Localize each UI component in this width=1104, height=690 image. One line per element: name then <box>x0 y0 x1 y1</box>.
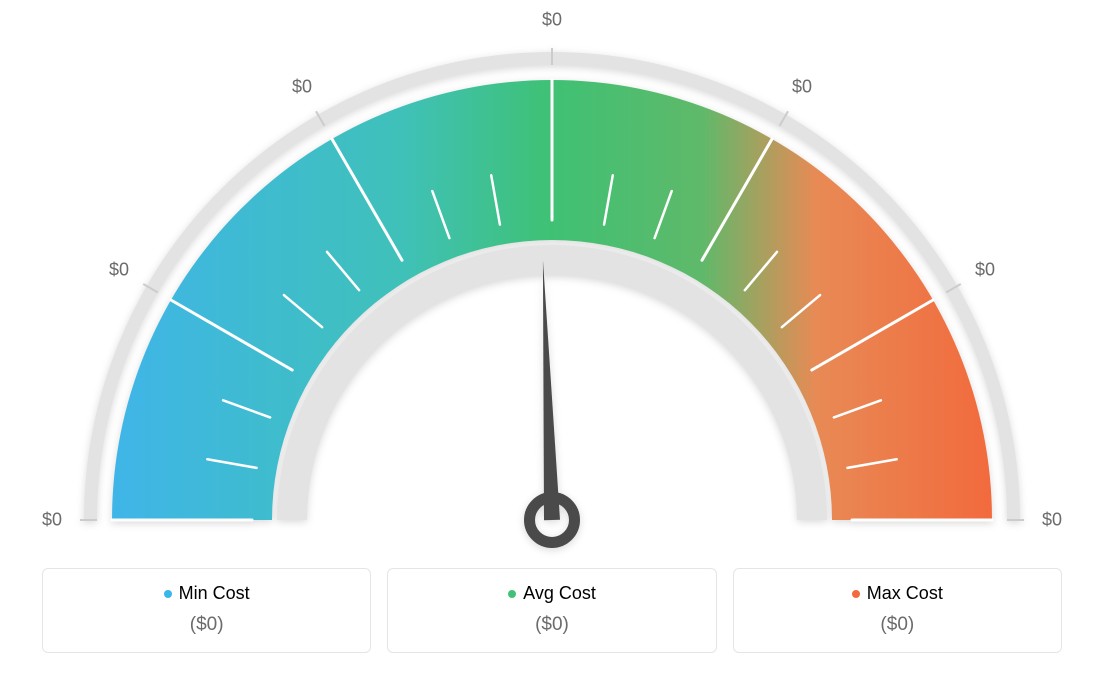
legend-row: Min Cost ($0) Avg Cost ($0) Max Cost ($0… <box>42 568 1062 653</box>
legend-card-max: Max Cost ($0) <box>733 568 1062 653</box>
gauge-axis-label: $0 <box>42 510 62 531</box>
dot-icon <box>852 590 860 598</box>
legend-label: Max Cost <box>867 583 943 604</box>
gauge-axis-label: $0 <box>975 260 995 281</box>
legend-title-max: Max Cost <box>746 583 1049 604</box>
legend-title-min: Min Cost <box>55 583 358 604</box>
gauge-axis-label: $0 <box>292 76 312 97</box>
legend-label: Min Cost <box>179 583 250 604</box>
gauge-chart: $0$0$0$0$0$0$0 <box>20 20 1084 550</box>
legend-label: Avg Cost <box>523 583 596 604</box>
dot-icon <box>164 590 172 598</box>
dot-icon <box>508 590 516 598</box>
gauge-axis-label: $0 <box>109 260 129 281</box>
legend-title-avg: Avg Cost <box>400 583 703 604</box>
legend-card-avg: Avg Cost ($0) <box>387 568 716 653</box>
legend-value-avg: ($0) <box>400 614 703 636</box>
gauge-axis-label: $0 <box>792 76 812 97</box>
legend-card-min: Min Cost ($0) <box>42 568 371 653</box>
legend-value-min: ($0) <box>55 614 358 636</box>
gauge-svg <box>20 20 1084 560</box>
legend-value-max: ($0) <box>746 614 1049 636</box>
gauge-axis-label: $0 <box>542 10 562 31</box>
gauge-axis-label: $0 <box>1042 510 1062 531</box>
